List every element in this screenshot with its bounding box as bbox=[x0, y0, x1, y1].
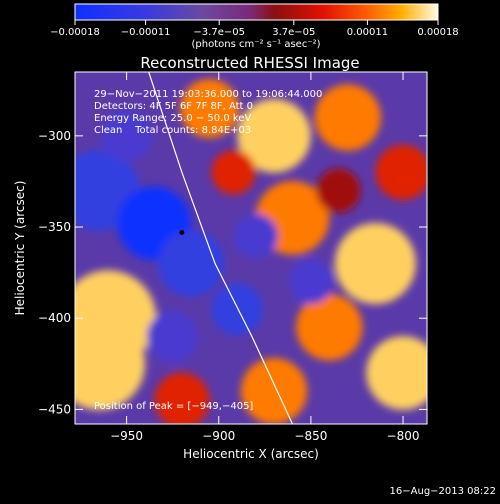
heatmap-blob bbox=[237, 98, 311, 173]
heatmap-blob bbox=[154, 372, 210, 424]
peak-position-label: Position of Peak = [−949,−405] bbox=[94, 401, 253, 412]
heatmap-blob bbox=[296, 294, 363, 361]
x-tick-label: −850 bbox=[294, 429, 327, 443]
colorbar-units: (photons cm⁻² s⁻¹ asec⁻²) bbox=[191, 39, 320, 50]
annotation-energy: Energy Range: 25.0 − 50.0 keV bbox=[94, 113, 251, 124]
colorbar-tick-label: 0.00018 bbox=[417, 27, 458, 38]
y-axis-ticks: −450 −400 −350 −300 bbox=[38, 129, 427, 416]
heatmap-blob bbox=[314, 84, 381, 151]
annotation-time: 29−Nov−2011 19:03:36.000 to 19:06:44.000 bbox=[94, 89, 322, 100]
solar-limb-line bbox=[148, 72, 294, 424]
heatmap-blob bbox=[211, 150, 256, 195]
heatmap-blob bbox=[157, 230, 225, 297]
peak-marker bbox=[179, 229, 185, 235]
colorbar-tick-label: −3.7e−05 bbox=[193, 27, 245, 38]
heatmap-blob bbox=[288, 259, 334, 304]
heatmap-blob bbox=[100, 110, 153, 162]
y-tick-label: −300 bbox=[38, 129, 71, 143]
heatmap-blob bbox=[233, 214, 278, 259]
chart-title: Reconstructed RHESSI Image bbox=[140, 54, 359, 72]
colorbar-ticks: −0.00018 −0.00011 −3.7e−05 3.7e−05 0.00011 0.… bbox=[50, 20, 459, 38]
heatmap-blob bbox=[211, 283, 263, 335]
annotation-detectors: Detectors: 4F 5F 6F 7F 8F, Att 0 bbox=[94, 101, 253, 112]
annotation-counts: Clean Total counts: 8.84E+03 bbox=[94, 125, 251, 136]
heatmap-blob bbox=[334, 222, 416, 305]
heatmap-blob bbox=[75, 317, 146, 410]
heatmap-blob bbox=[146, 310, 199, 363]
heatmap-blob bbox=[240, 358, 308, 424]
heatmap-blob bbox=[316, 168, 361, 213]
x-tick-label: −800 bbox=[387, 429, 420, 443]
colorbar-tick-label: −0.00018 bbox=[50, 27, 100, 38]
y-tick-label: −400 bbox=[38, 311, 71, 325]
colorbar-tick-label: −0.00011 bbox=[121, 27, 171, 38]
colorbar-tick-label: 3.7e−05 bbox=[272, 27, 315, 38]
x-axis-ticks: −950 −900 −850 −800 bbox=[110, 72, 420, 443]
x-axis-label: Heliocentric X (arcsec) bbox=[183, 447, 319, 461]
heatmap-field bbox=[75, 78, 427, 424]
plot-area: −950 −900 −850 −800 −450 −400 −350 −300 29−Nov… bbox=[38, 71, 428, 443]
heatmap-blob bbox=[180, 78, 240, 138]
plot-frame bbox=[74, 71, 428, 425]
annotation-block: 29−Nov−2011 19:03:36.000 to 19:06:44.000… bbox=[94, 89, 322, 136]
colorbar-frame bbox=[74, 3, 439, 21]
heatmap-blob bbox=[366, 336, 427, 410]
y-tick-label: −350 bbox=[38, 220, 71, 234]
x-tick-label: −900 bbox=[202, 429, 235, 443]
y-tick-label: −450 bbox=[38, 402, 71, 416]
colorbar: −0.00018 −0.00011 −3.7e−05 3.7e−05 0.00011 0.… bbox=[50, 3, 459, 50]
x-tick-label: −950 bbox=[110, 429, 143, 443]
y-axis-label: Heliocentric Y (arcsec) bbox=[13, 181, 27, 316]
colorbar-gradient bbox=[75, 4, 438, 20]
colorbar-tick-label: 0.00011 bbox=[347, 27, 388, 38]
heatmap-blob bbox=[375, 144, 427, 200]
footer-date: 16−Aug−2013 08:22 bbox=[390, 486, 496, 497]
